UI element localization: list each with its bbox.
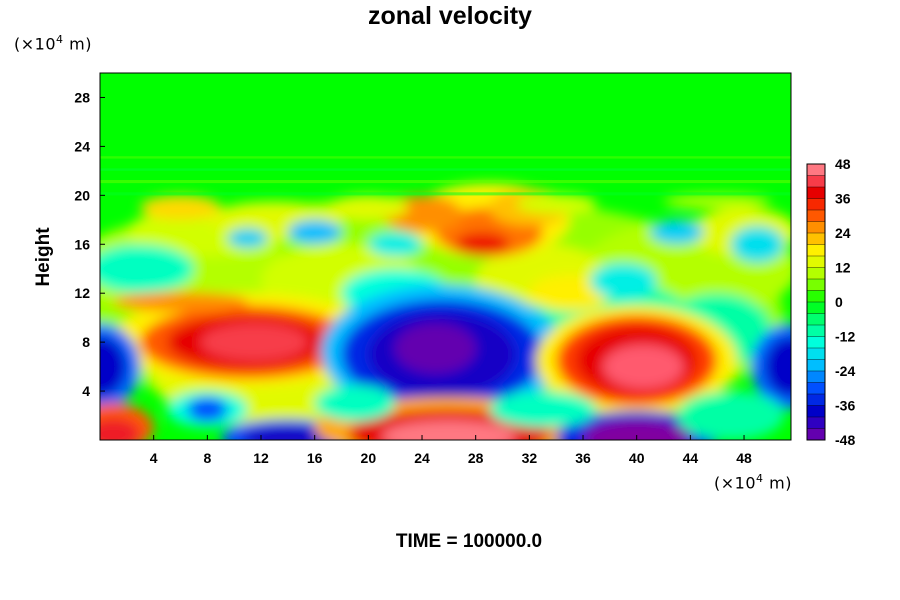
- x-axis: 4 8 12 16 20 24 28 32 36 40 44 48: [150, 435, 752, 466]
- colorbar-swatch: [806, 267, 826, 280]
- y-tick-label: 24: [74, 138, 90, 154]
- y-tick-label: 12: [74, 285, 90, 301]
- y-axis-units: (×104 m): [14, 33, 92, 54]
- y-tick-label: 16: [74, 236, 90, 252]
- colorbar: 48 36 24 12 0 -12 -24 -36 -48: [806, 156, 855, 448]
- x-axis-units: (×104 m): [714, 472, 792, 493]
- time-annotation: TIME = 100000.0: [395, 531, 543, 552]
- colorbar-label: 36: [835, 191, 851, 207]
- colorbar-swatch: [806, 163, 826, 177]
- colorbar-swatch: [806, 232, 826, 246]
- colorbar-swatch: [806, 175, 826, 188]
- y-tick-label: 4: [82, 383, 90, 399]
- colorbar-swatch: [806, 255, 826, 269]
- colorbar-swatch: [806, 370, 826, 384]
- colorbar-label: -24: [835, 363, 855, 379]
- y-tick-label: 20: [74, 187, 90, 203]
- x-tick-label: 48: [736, 450, 752, 466]
- x-tick-label: 24: [414, 450, 430, 466]
- plot-frame: [99, 72, 792, 441]
- colorbar-swatch: [806, 428, 826, 441]
- x-tick-label: 8: [203, 450, 211, 466]
- colorbar-swatch: [806, 244, 826, 257]
- x-tick-label: 20: [361, 450, 377, 466]
- colorbar-label: -12: [835, 329, 855, 345]
- colorbar-swatch: [806, 416, 826, 430]
- chart-title: zonal velocity: [368, 2, 532, 30]
- colorbar-swatch: [806, 221, 826, 234]
- colorbar-swatch: [806, 405, 826, 418]
- colorbar-label: 24: [835, 225, 851, 241]
- colorbar-swatch: [806, 359, 826, 372]
- colorbar-swatch: [806, 393, 826, 407]
- x-tick-label: 44: [683, 450, 699, 466]
- x-tick-label: 40: [629, 450, 645, 466]
- colorbar-swatch: [806, 290, 826, 303]
- colorbar-label: -48: [835, 432, 855, 448]
- colorbar-swatch: [806, 382, 826, 395]
- colorbar-swatch: [806, 347, 826, 361]
- colorbar-swatch: [806, 336, 826, 349]
- colorbar-swatch: [806, 301, 826, 315]
- colorbar-swatch: [806, 313, 826, 326]
- y-axis: 4 8 12 16 20 24 28: [74, 89, 105, 399]
- colorbar-swatch: [806, 324, 826, 338]
- x-tick-label: 12: [253, 450, 269, 466]
- colorbar-swatch: [806, 278, 826, 292]
- x-tick-label: 32: [522, 450, 538, 466]
- colorbar-swatch: [806, 198, 826, 211]
- colorbar-swatch: [806, 209, 826, 223]
- y-tick-label: 8: [82, 334, 90, 350]
- colorbar-label: 12: [835, 260, 851, 276]
- colorbar-label: -36: [835, 398, 855, 414]
- x-tick-label: 4: [150, 450, 158, 466]
- x-tick-label: 36: [575, 450, 591, 466]
- x-tick-label: 28: [468, 450, 484, 466]
- colorbar-label: 48: [835, 156, 851, 172]
- colorbar-label: 0: [835, 294, 843, 310]
- x-tick-label: 16: [307, 450, 323, 466]
- plot-area: [100, 73, 791, 440]
- colorbar-swatch: [806, 186, 826, 200]
- y-tick-label: 28: [74, 89, 90, 105]
